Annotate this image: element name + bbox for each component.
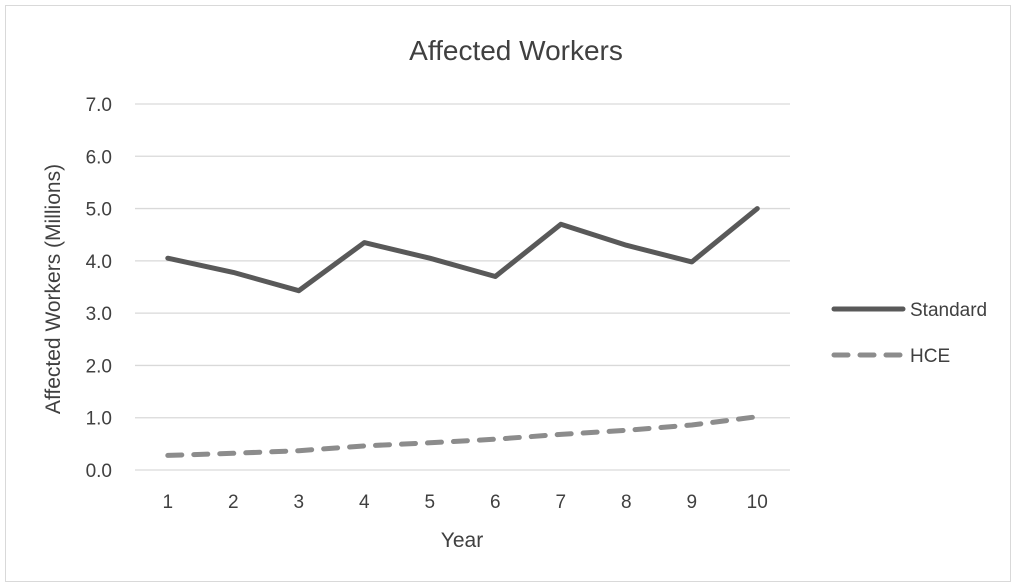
- series-line-hce: [165, 414, 760, 458]
- y-tick-label: 5.0: [86, 200, 112, 221]
- series-line-standard: [165, 206, 760, 294]
- x-tick-label: 3: [293, 492, 304, 513]
- chart-frame: [5, 5, 1011, 582]
- y-axis-title: Affected Workers (Millions): [42, 164, 65, 414]
- x-tick-label: 8: [621, 492, 632, 513]
- y-tick-label: 7.0: [86, 95, 112, 116]
- x-tick-label: 10: [747, 492, 768, 513]
- x-axis-ticks: 1 2 3 4 5 6 7 8 9 10: [162, 492, 767, 513]
- series-lines: [165, 206, 760, 458]
- legend-label-hce: HCE: [910, 346, 950, 367]
- y-tick-label: 4.0: [86, 252, 112, 273]
- x-tick-label: 7: [555, 492, 566, 513]
- legend-label-standard: Standard: [910, 300, 987, 321]
- x-tick-label: 4: [359, 492, 370, 513]
- x-axis-title: Year: [441, 529, 483, 552]
- x-tick-label: 9: [686, 492, 697, 513]
- gridlines: [135, 103, 790, 471]
- y-tick-label: 3.0: [86, 304, 112, 325]
- y-tick-label: 0.0: [86, 461, 112, 482]
- x-tick-label: 2: [228, 492, 239, 513]
- x-tick-label: 1: [162, 492, 173, 513]
- x-tick-label: 6: [490, 492, 501, 513]
- x-tick-label: 5: [424, 492, 435, 513]
- legend: Standard HCE: [831, 300, 987, 367]
- y-tick-label: 2.0: [86, 356, 112, 377]
- y-tick-label: 6.0: [86, 147, 112, 168]
- y-tick-label: 1.0: [86, 409, 112, 430]
- chart-title: Affected Workers: [409, 35, 623, 66]
- y-axis-ticks: 0.0 1.0 2.0 3.0 4.0 5.0 6.0 7.0: [86, 95, 112, 482]
